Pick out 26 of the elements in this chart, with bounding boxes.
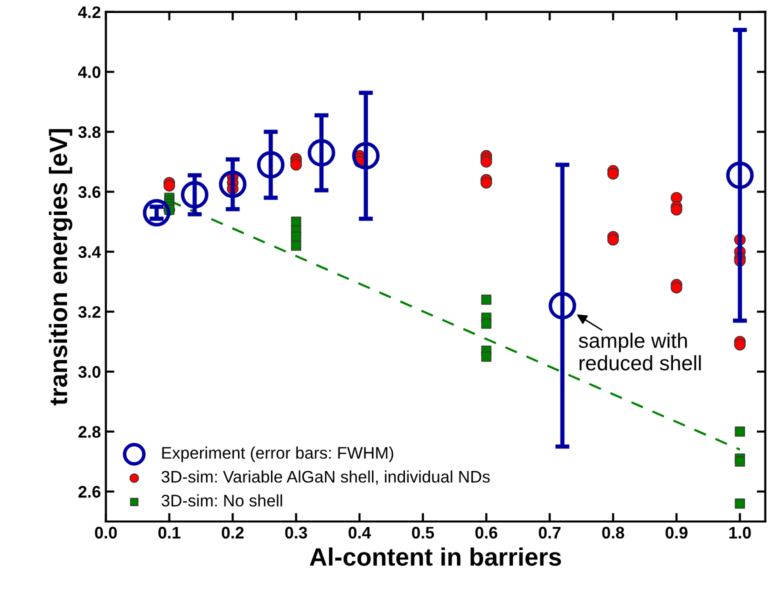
y-tick-label: 3.2 <box>78 306 100 318</box>
y-tick-label: 3.6 <box>78 186 100 198</box>
y-tick-label: 2.6 <box>78 486 100 498</box>
x-tick-label: 0.1 <box>158 526 180 539</box>
y-tick-label: 3.0 <box>78 366 100 378</box>
x-tick-label: 0.7 <box>538 526 561 539</box>
y-axis-title: transition energies [eV] <box>48 129 72 406</box>
x-tick-label: 0.6 <box>475 526 498 539</box>
x-tick-label: 0.2 <box>222 526 244 539</box>
y-tick-label: 3.8 <box>78 126 101 138</box>
annotation: sample with reduced shell <box>578 332 701 370</box>
legend-label: Experiment (error bars: FWHM) <box>162 446 394 462</box>
y-tick-label: 3.4 <box>78 246 101 258</box>
x-tick-label: 0.0 <box>94 526 117 539</box>
legend-label: 3D-sim: No shell <box>162 494 282 507</box>
y-tick-label: 2.8 <box>78 426 101 438</box>
x-tick-label: 0.8 <box>602 526 624 539</box>
x-tick-label: 0.5 <box>412 526 434 539</box>
y-tick-label: 4.2 <box>78 6 100 18</box>
x-tick-label: 1.0 <box>729 526 751 539</box>
x-axis-title: Al-content in barriers <box>310 547 561 566</box>
x-tick-label: 0.9 <box>666 526 688 539</box>
legend-label: 3D-sim: Variable AlGaN shell, individual NDs <box>162 470 490 485</box>
x-tick-label: 0.4 <box>348 526 371 539</box>
x-tick-label: 0.3 <box>285 526 308 539</box>
y-tick-label: 4.0 <box>78 66 100 78</box>
